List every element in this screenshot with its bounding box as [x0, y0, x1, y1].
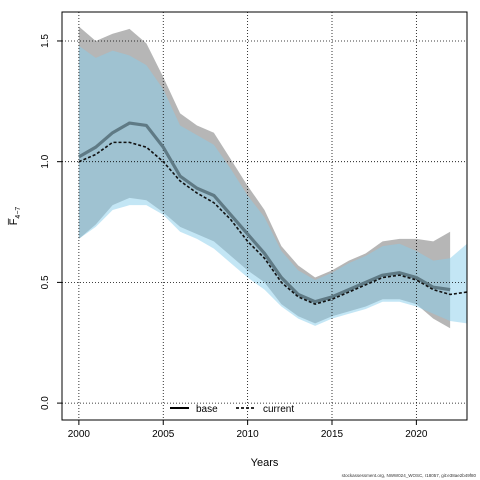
svg-text:F̅4−7: F̅4−7	[8, 207, 22, 226]
series-lines	[78, 121, 468, 305]
band-base	[78, 26, 451, 329]
x-axis-title: Years	[251, 457, 279, 469]
y-tick-label-1: 1.0	[40, 154, 51, 168]
confidence-bands	[78, 26, 467, 329]
y-axis-title-subscript: 4−7	[15, 207, 22, 219]
y-axis-title-symbol: F̅	[8, 218, 20, 226]
plot-frame	[61, 11, 468, 421]
axes: 2000 2005 2010 2015 2020 0.0 0.5 1.0 1.5	[40, 34, 428, 440]
y-axis-title: F̅4−7	[8, 207, 22, 226]
y-tick-label-0: 0.0	[40, 396, 51, 410]
line-base	[78, 121, 451, 304]
legend-label-base: base	[196, 404, 218, 415]
x-tick-label-2010: 2010	[237, 429, 260, 440]
legend-label-current: current	[263, 404, 294, 415]
y-tick-label-0.5: 0.5	[40, 275, 51, 289]
x-tick-label-2000: 2000	[68, 429, 91, 440]
x-tick-label-2005: 2005	[152, 429, 175, 440]
x-tick-label-2020: 2020	[405, 429, 428, 440]
line-current	[78, 141, 468, 305]
band-current	[78, 45, 467, 326]
y-tick-label-1.5: 1.5	[40, 34, 51, 48]
grid-lines	[62, 12, 467, 420]
footer-note: stockassessment.org, NWW024_WOSC, r18057…	[342, 473, 477, 478]
x-tick-label-2015: 2015	[321, 429, 344, 440]
legend: base current	[170, 404, 294, 415]
